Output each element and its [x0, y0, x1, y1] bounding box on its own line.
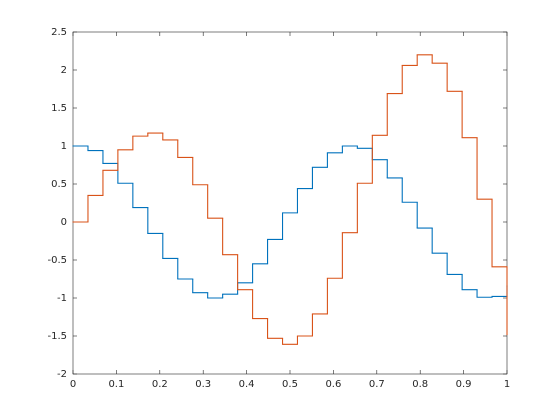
y-tick-label: -1.5	[47, 331, 67, 342]
y-tick-label: 0	[61, 217, 67, 228]
x-tick-label: 0.7	[369, 379, 385, 390]
x-tick-label: 0	[70, 379, 76, 390]
y-tick-label: -1	[57, 293, 67, 304]
y-tick-label: 1.5	[51, 103, 67, 114]
y-tick-label: 2	[61, 65, 67, 76]
x-tick-label: 0.4	[239, 379, 255, 390]
y-tick-label: -0.5	[47, 255, 67, 266]
x-tick-label: 0.2	[152, 379, 168, 390]
x-tick-label: 0.5	[282, 379, 298, 390]
x-tick-label: 0.3	[195, 379, 211, 390]
y-tick-label: 1	[61, 141, 67, 152]
plot-frame	[72, 31, 508, 375]
y-tick-label: 0.5	[51, 179, 67, 190]
x-tick-label: 0.1	[108, 379, 124, 390]
y-tick-label: 2.5	[51, 27, 67, 38]
y-tick-label: -2	[57, 369, 67, 380]
x-tick-label: 1	[504, 379, 510, 390]
x-tick-label: 0.9	[456, 379, 472, 390]
x-tick-label: 0.8	[412, 379, 428, 390]
x-tick-label: 0.6	[325, 379, 341, 390]
